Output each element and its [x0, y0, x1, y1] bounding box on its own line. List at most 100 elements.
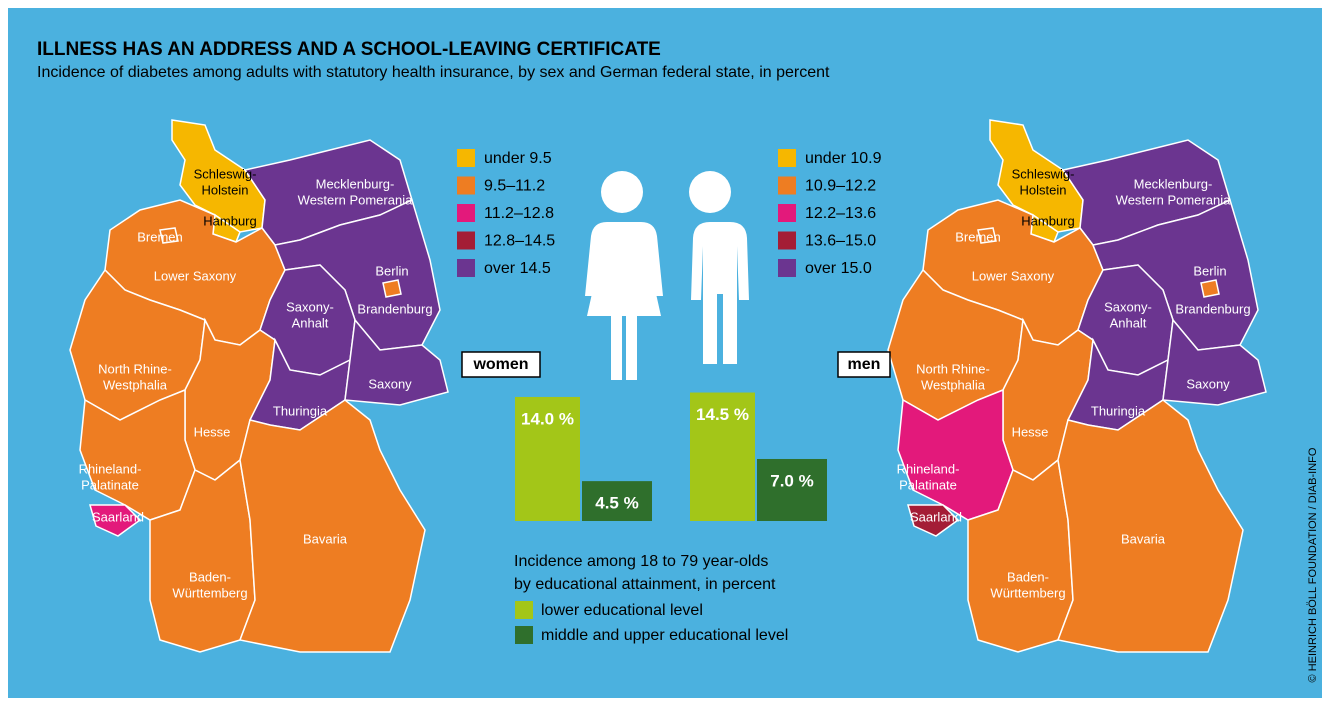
legend-swatch [778, 204, 796, 222]
men-icon [689, 171, 749, 364]
legend-swatch [778, 259, 796, 277]
bar-value-label: 4.5 % [595, 494, 638, 513]
state-label: Mecklenburg- [1134, 176, 1213, 191]
bar-value-label: 14.5 % [696, 405, 749, 424]
state [382, 279, 402, 298]
women-icon [585, 171, 663, 380]
state [159, 227, 179, 244]
state [1162, 318, 1267, 406]
bar-caption: Incidence among 18 to 79 year-olds [514, 553, 768, 570]
state-label: Western Pomerania [298, 192, 413, 207]
legend-label: 11.2–12.8 [484, 205, 554, 222]
credit: © HEINRICH BÖLL FOUNDATION / DIAB-INFO [1307, 447, 1319, 682]
state-label: Hesse [1012, 424, 1049, 439]
legend-swatch [457, 204, 475, 222]
state [344, 318, 449, 406]
legend-label: 12.2–13.6 [805, 205, 876, 222]
legend-swatch [778, 176, 796, 195]
bar [582, 481, 652, 521]
bar [515, 396, 580, 521]
legend-label: over 14.5 [484, 260, 551, 277]
state [1200, 279, 1220, 298]
state-label: Württemberg [172, 585, 247, 600]
state-label: Palatinate [81, 477, 139, 492]
legend-swatch [457, 259, 475, 277]
legend-swatch [778, 231, 796, 250]
legend-label: under 9.5 [484, 150, 552, 167]
state-label: Berlin [375, 263, 408, 278]
state-label: Westphalia [921, 377, 986, 392]
legend-swatch [457, 231, 475, 250]
state [238, 399, 426, 653]
bar-legend-label: lower educational level [541, 602, 703, 619]
map-label-box [461, 351, 541, 378]
bar-caption: by educational attainment, in percent [514, 576, 776, 593]
state-label: North Rhine- [98, 361, 172, 376]
state-label: North Rhine- [916, 361, 990, 376]
legend-label: 10.9–12.2 [805, 178, 876, 195]
legend-swatch [457, 149, 475, 167]
state-label: Saxony [1186, 376, 1230, 391]
state [907, 504, 960, 537]
state-label: Württemberg [990, 585, 1065, 600]
state-label: Palatinate [899, 477, 957, 492]
state-label: Bremen [137, 229, 183, 244]
map-label: men [848, 356, 881, 373]
legend-label: 9.5–11.2 [484, 178, 545, 195]
state-label: Hesse [194, 424, 231, 439]
state-label: Bavaria [1121, 531, 1166, 546]
state-label: Saxony [368, 376, 412, 391]
state-label: Rhineland- [897, 461, 960, 476]
state-label: Mecklenburg- [316, 176, 395, 191]
state [977, 227, 997, 244]
bar-value-label: 7.0 % [770, 471, 813, 490]
state-label: Holstein [1020, 182, 1067, 197]
state-label: Brandenburg [357, 301, 432, 316]
state-label: Saxony- [286, 299, 334, 314]
state [1056, 399, 1244, 653]
map: Schleswig-HolsteinHamburgMecklenburg-Wes… [887, 119, 1267, 653]
state [89, 504, 142, 537]
bar-legend-label: middle and upper educational level [541, 627, 788, 644]
state-label: Anhalt [292, 315, 329, 330]
state-label: Thuringia [273, 403, 328, 418]
legend-label: 13.6–15.0 [805, 233, 876, 250]
state-label: Anhalt [1110, 315, 1147, 330]
map: Schleswig-HolsteinHamburgMecklenburg-Wes… [69, 119, 449, 653]
state-label: Thuringia [1091, 403, 1146, 418]
state-label: Western Pomerania [1116, 192, 1231, 207]
state-label: Westphalia [103, 377, 168, 392]
legend-swatch [457, 176, 475, 195]
state-label: Berlin [1193, 263, 1226, 278]
map-label-box [837, 351, 891, 378]
state-label: Hamburg [1021, 213, 1074, 228]
bar [690, 392, 755, 521]
state-label: Baden- [189, 569, 231, 584]
state-label: Holstein [202, 182, 249, 197]
state-label: Lower Saxony [972, 268, 1055, 283]
state-label: Bavaria [303, 531, 348, 546]
bar-legend-swatch [515, 626, 533, 644]
state-label: Lower Saxony [154, 268, 237, 283]
state-label: Hamburg [203, 213, 256, 228]
state-label: Saxony- [1104, 299, 1152, 314]
state-label: Baden- [1007, 569, 1049, 584]
legend-label: over 15.0 [805, 260, 872, 277]
bar [757, 458, 827, 521]
legend-label: under 10.9 [805, 150, 882, 167]
map-label: women [472, 356, 528, 373]
state-label: Brandenburg [1175, 301, 1250, 316]
state-label: Saarland [92, 509, 144, 524]
bar-value-label: 14.0 % [521, 409, 574, 428]
state-label: Saarland [910, 509, 962, 524]
bar-legend-swatch [515, 601, 533, 619]
legend-label: 12.8–14.5 [484, 233, 555, 250]
state-label: Rhineland- [79, 461, 142, 476]
state-label: Bremen [955, 229, 1001, 244]
state-label: Schleswig- [1012, 166, 1075, 181]
subtitle: Incidence of diabetes among adults with … [37, 64, 830, 81]
state-label: Schleswig- [194, 166, 257, 181]
title: ILLNESS HAS AN ADDRESS AND A SCHOOL-LEAV… [37, 39, 661, 60]
legend-swatch [778, 149, 796, 167]
